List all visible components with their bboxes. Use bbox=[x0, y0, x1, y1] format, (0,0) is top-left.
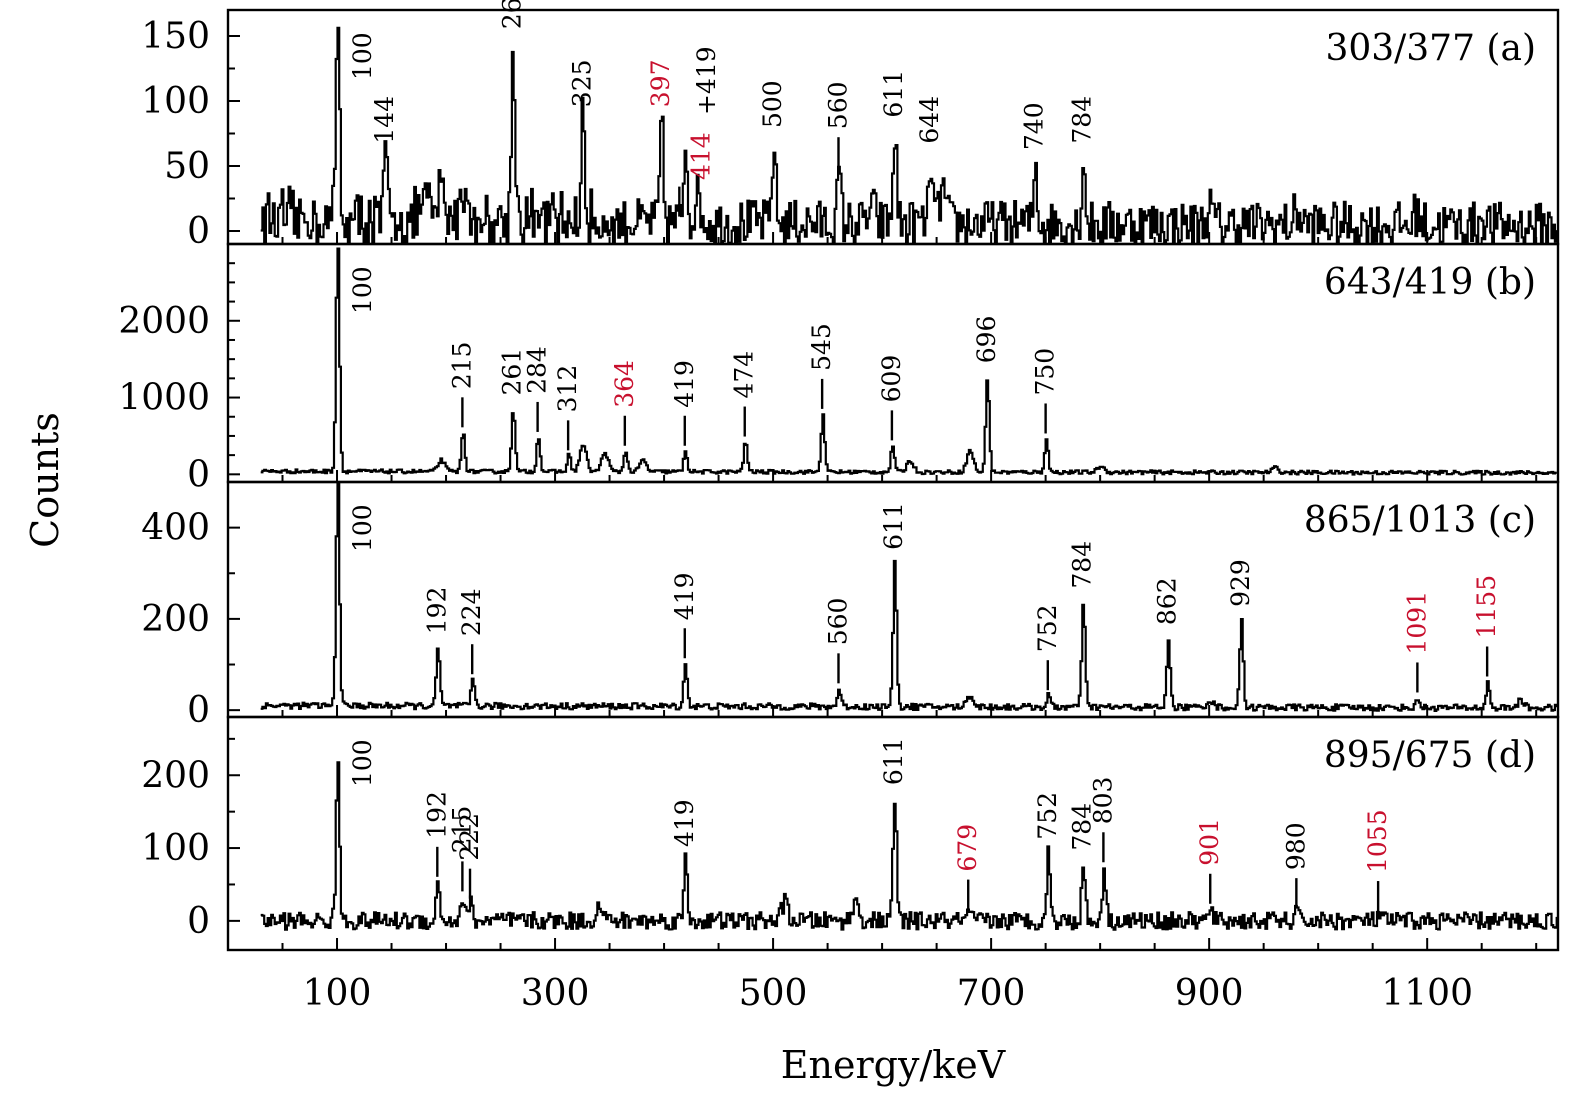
peak-label-b-284: 284 bbox=[523, 346, 552, 394]
spectrum-line-c bbox=[260, 482, 1558, 712]
peak-label-c-929: 929 bbox=[1226, 559, 1255, 607]
peak-label-a-325: 325 bbox=[567, 59, 596, 107]
x-tick-label: 300 bbox=[521, 973, 590, 1014]
y-tick-label: 100 bbox=[141, 81, 210, 122]
peak-label-b-419: 419 bbox=[670, 360, 699, 408]
peak-label-a-144: 144 bbox=[370, 96, 399, 144]
peak-label-b-364: 364 bbox=[610, 360, 639, 408]
peak-label-c-419: 419 bbox=[670, 572, 699, 620]
peak-label-a-419: +419 bbox=[692, 46, 721, 115]
peak-label-a-560: 560 bbox=[824, 81, 853, 129]
peak-label-c-752: 752 bbox=[1033, 604, 1062, 652]
peak-label-b-474: 474 bbox=[730, 351, 759, 399]
spectrum-line-a bbox=[260, 26, 1558, 244]
panel-c: 0 200 400 865/1013 (c) 100 192 224 419 560 611 752… bbox=[141, 480, 1560, 731]
peak-label-a-500: 500 bbox=[758, 80, 787, 128]
panel-tag-c: 865/1013 (c) bbox=[1304, 500, 1536, 541]
panel-frame-d bbox=[226, 715, 1560, 952]
peak-label-a-261: 261 bbox=[498, 0, 527, 29]
peak-label-b-261: 261 bbox=[498, 348, 527, 396]
peak-label-c-862: 862 bbox=[1153, 577, 1182, 625]
x-tick-label: 900 bbox=[1175, 973, 1244, 1014]
y-tick-label: 400 bbox=[141, 508, 210, 549]
spectrum-line-b bbox=[260, 247, 1558, 476]
y-tick-label: 2000 bbox=[118, 301, 210, 342]
peak-label-b-609: 609 bbox=[877, 355, 906, 403]
y-tick-label: 100 bbox=[141, 828, 210, 869]
peak-label-b-312: 312 bbox=[553, 365, 582, 413]
peak-label-b-215: 215 bbox=[447, 342, 476, 390]
x-tick-label: 100 bbox=[303, 973, 372, 1014]
peak-label-a-740: 740 bbox=[1020, 102, 1049, 150]
spectrum-line-d bbox=[260, 761, 1558, 931]
y-tick-label: 200 bbox=[141, 755, 210, 796]
peak-label-a-644: 644 bbox=[915, 96, 944, 144]
peak-label-d-100: 100 bbox=[348, 739, 377, 787]
y-tick-label: 0 bbox=[187, 454, 210, 495]
peak-label-c-100: 100 bbox=[348, 504, 377, 552]
peak-label-d-611: 611 bbox=[879, 737, 908, 785]
peak-label-d-803: 803 bbox=[1088, 777, 1117, 825]
peak-label-a-397: 397 bbox=[646, 59, 675, 107]
peak-label-d-419: 419 bbox=[670, 799, 699, 847]
peak-label-c-560: 560 bbox=[824, 598, 853, 646]
peak-label-d-215: 215 bbox=[447, 806, 476, 854]
peak-label-a-611: 611 bbox=[879, 70, 908, 118]
y-tick-label: 150 bbox=[141, 16, 210, 57]
peak-label-d-752: 752 bbox=[1033, 792, 1062, 840]
y-tick-label: 200 bbox=[141, 599, 210, 640]
y-tick-label: 0 bbox=[187, 901, 210, 942]
peak-label-c-1091: 1091 bbox=[1402, 591, 1431, 655]
x-tick-label: 700 bbox=[957, 973, 1026, 1014]
x-axis-title: Energy/keV bbox=[781, 1043, 1006, 1087]
peak-label-a-784: 784 bbox=[1068, 96, 1097, 144]
panel-tag-b: 643/419 (b) bbox=[1324, 262, 1536, 303]
y-tick-label: 0 bbox=[187, 690, 210, 731]
peak-label-d-679: 679 bbox=[953, 824, 982, 872]
y-axis-title: Counts bbox=[23, 412, 67, 548]
peak-label-d-1055: 1055 bbox=[1363, 809, 1392, 873]
peak-label-a-100: 100 bbox=[348, 32, 377, 80]
peak-label-b-750: 750 bbox=[1031, 348, 1060, 396]
peak-label-c-784: 784 bbox=[1068, 541, 1097, 589]
peak-label-c-1155: 1155 bbox=[1472, 575, 1501, 639]
peak-label-d-192: 192 bbox=[422, 791, 451, 839]
peak-label-d-901: 901 bbox=[1195, 818, 1224, 866]
peak-label-b-545: 545 bbox=[807, 323, 836, 371]
peak-label-a-414: 414 bbox=[686, 132, 715, 180]
peak-label-d-222: 222 bbox=[455, 813, 484, 861]
peak-label-b-100: 100 bbox=[348, 266, 377, 314]
panels-group: 0 50 100 150 303/377 (a) 100 144 261 325 397 414 +4… bbox=[118, 0, 1560, 1014]
y-tick-label: 0 bbox=[187, 211, 210, 252]
peak-label-d-980: 980 bbox=[1281, 822, 1310, 870]
panel-tag-d: 895/675 (d) bbox=[1324, 735, 1536, 776]
peak-label-d-784: 784 bbox=[1068, 803, 1097, 851]
panel-tag-a: 303/377 (a) bbox=[1325, 28, 1536, 69]
peak-label-c-611: 611 bbox=[879, 502, 908, 550]
y-tick-label: 50 bbox=[164, 146, 210, 187]
peak-label-b-696: 696 bbox=[972, 316, 1001, 364]
panel-a: 0 50 100 150 303/377 (a) 100 144 261 325 397 414 +4… bbox=[141, 0, 1560, 252]
x-tick-label: 1100 bbox=[1381, 973, 1473, 1014]
peak-label-c-192: 192 bbox=[422, 587, 451, 635]
y-tick-label: 1000 bbox=[118, 378, 210, 419]
peak-label-c-224: 224 bbox=[457, 588, 486, 636]
x-tick-label: 500 bbox=[739, 973, 808, 1014]
